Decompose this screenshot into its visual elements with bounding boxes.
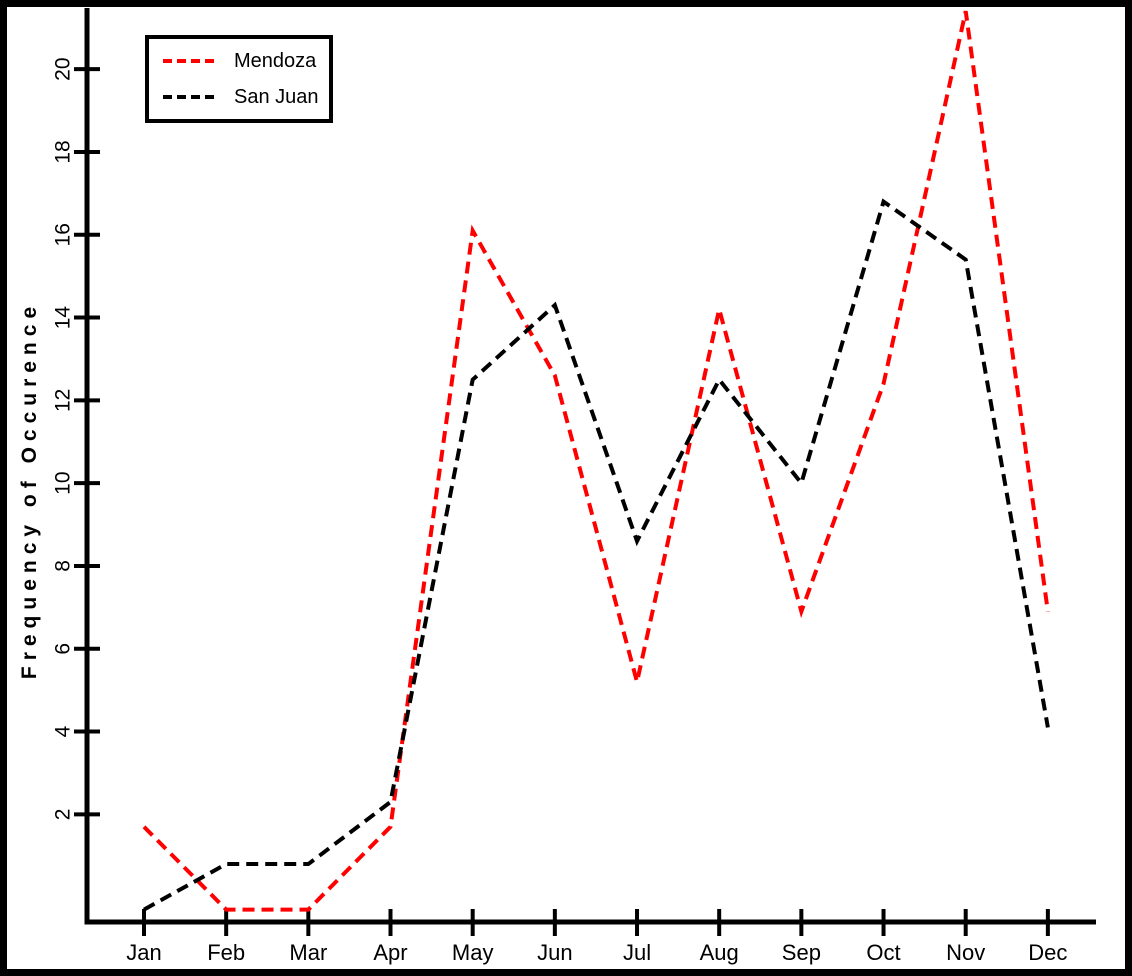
x-tick-label: Jun	[537, 940, 572, 965]
x-tick-label: Dec	[1028, 940, 1067, 965]
y-axis-title: Frequency of Occurence	[18, 300, 41, 680]
x-tick-label: Sep	[782, 940, 821, 965]
y-tick-label: 10	[52, 471, 75, 494]
x-tick-label: May	[452, 940, 494, 965]
legend-item-sanjuan: San Juan	[162, 86, 329, 109]
y-tick-label: 18	[52, 140, 75, 163]
x-tick-label: Aug	[700, 940, 739, 965]
y-tick-label: 6	[52, 643, 75, 655]
series-line-mendoza	[142, 10, 1050, 912]
y-tick-label: 16	[52, 223, 75, 246]
legend-item-mendoza: Mendoza	[162, 50, 329, 73]
legend-line-sample-mendoza	[163, 59, 219, 63]
y-tick-label: 12	[52, 389, 75, 412]
x-tick-label: Jul	[623, 940, 651, 965]
y-tick-label: 8	[52, 560, 75, 572]
x-tick-label: Nov	[946, 940, 985, 965]
legend-label: Mendoza	[234, 49, 317, 72]
x-tick-label: Oct	[866, 940, 900, 965]
legend: Mendoza San Juan	[145, 35, 333, 123]
legend-label: San Juan	[234, 85, 319, 108]
x-tick-label: Feb	[207, 940, 245, 965]
y-tick-label: 2	[52, 809, 75, 821]
y-tick-label: 20	[52, 57, 75, 80]
x-tick-label: Jan	[126, 940, 161, 965]
y-tick-label: 4	[52, 725, 75, 737]
series-line-san-juan	[143, 198, 1050, 912]
x-tick-label: Apr	[373, 940, 407, 965]
legend-line-sample-sanjuan	[163, 95, 219, 99]
x-tick-label: Mar	[289, 940, 327, 965]
y-tick-label: 14	[52, 306, 75, 330]
